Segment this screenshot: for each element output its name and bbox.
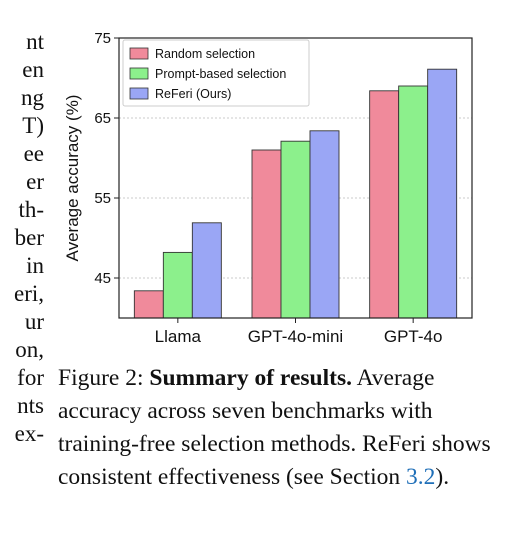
section-reference-link[interactable]: 3.2 [406, 464, 436, 490]
bar [191, 222, 222, 319]
y-tick-label: 65 [94, 110, 111, 127]
y-ticks: 45 55 65 75 [94, 30, 119, 287]
x-tick-label: GPT-4o [384, 327, 443, 346]
left-column-fragment: ex- [14, 421, 44, 446]
y-tick-label: 75 [94, 30, 111, 47]
caption-body: Average accuracy across seven benchmarks… [58, 365, 491, 490]
legend-box [122, 39, 310, 107]
left-column-fragment: ee [23, 141, 44, 166]
bar [398, 85, 429, 319]
y-tick-label: 55 [94, 190, 111, 207]
legend-swatch [129, 47, 149, 60]
left-column-fragment: en [22, 57, 44, 82]
bar [369, 90, 400, 319]
left-column-fragment: nts [17, 393, 44, 418]
legend-label: ReFeri (Ours) [155, 87, 231, 101]
left-column-fragment: for [17, 365, 44, 390]
bar [427, 68, 458, 319]
x-ticks: Llama GPT-4o-mini GPT-4o [155, 318, 443, 346]
left-column-fragment: on, [15, 337, 44, 362]
left-column-text: nt en ng T) ee er th-ber in eri, ur on, for nts ex- [0, 28, 44, 448]
caption-title: Summary of results. [149, 365, 352, 391]
figure-caption: Figure 2: Summary of results. Average ac… [58, 362, 514, 494]
legend: Random selection Prompt-based selection Re… [122, 39, 310, 107]
legend-label: Random selection [155, 47, 255, 61]
legend-label: Prompt-based selection [155, 67, 286, 81]
left-column-fragment: ng [21, 85, 44, 110]
y-axis-label: Average accuracy (%) [63, 95, 82, 262]
caption-closing: ). [435, 464, 450, 490]
left-column-fragment: nt [26, 29, 44, 54]
left-column-fragment: er [26, 169, 44, 194]
y-tick-label: 45 [94, 270, 111, 287]
left-column-fragment: ur [24, 309, 44, 334]
x-tick-label: GPT-4o-mini [248, 327, 343, 346]
legend-swatch [129, 87, 149, 100]
x-tick-label: Llama [155, 327, 202, 346]
bar [162, 251, 193, 319]
left-column-fragment: ber [14, 225, 44, 250]
left-column-fragment: in [26, 253, 44, 278]
left-column-fragment: T) [22, 113, 44, 138]
bar [280, 140, 311, 319]
bars [133, 68, 458, 319]
bar-chart: 45 55 65 75 Llama GPT-4o-mini GPT-4o Average … [63, 30, 473, 346]
left-column-fragment: th- [18, 197, 44, 222]
figure-label: Figure 2: [58, 365, 144, 391]
bar [309, 130, 340, 319]
bar [251, 149, 282, 319]
bar [133, 290, 164, 319]
left-column-fragment: eri, [13, 281, 44, 306]
legend-swatch [129, 67, 149, 80]
